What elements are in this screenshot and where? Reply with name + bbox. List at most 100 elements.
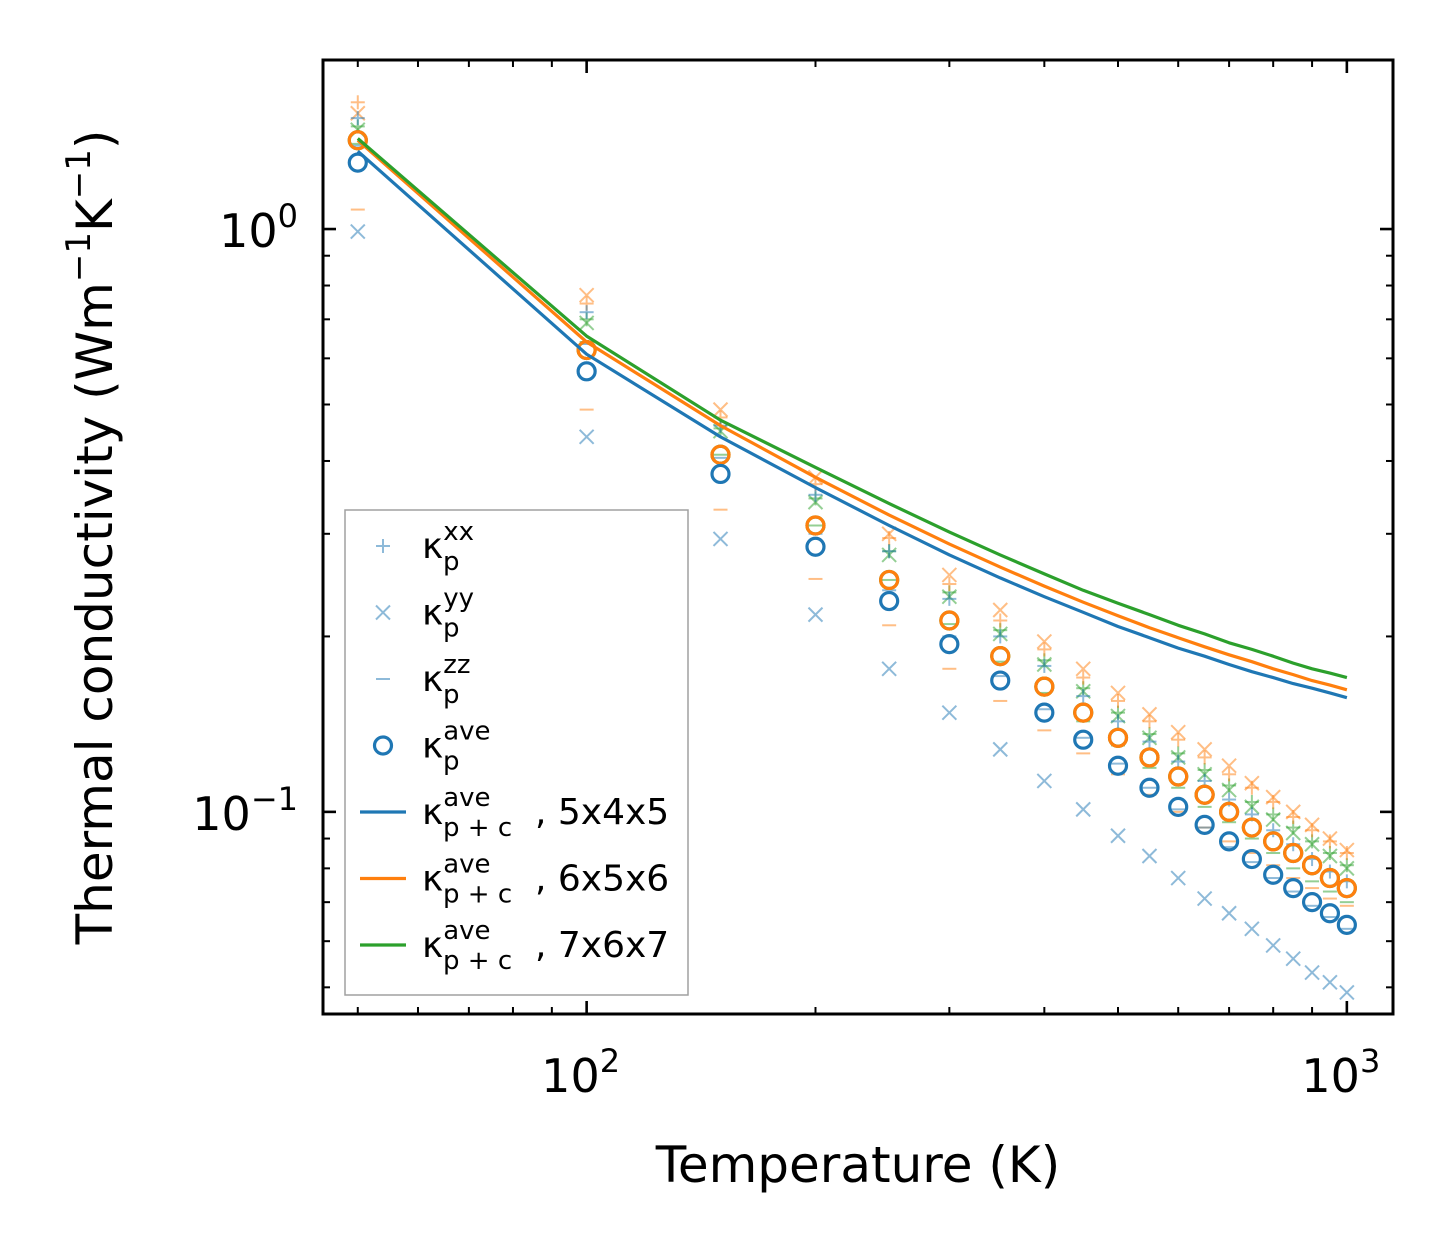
kyy-point-b: [1075, 661, 1091, 677]
kave-point: [805, 536, 826, 557]
legend-superscript: xx: [443, 517, 474, 547]
kyy-point-b: [578, 315, 595, 331]
kyy-point-b: [1339, 860, 1355, 877]
kyy-point-b: [1221, 905, 1237, 921]
kyy-point: [1036, 633, 1053, 650]
kyy-point-b: [1265, 937, 1281, 954]
kxx-point: [1171, 754, 1186, 769]
legend-label: κyy p: [422, 584, 474, 644]
kyy-point-b: [1285, 825, 1301, 841]
legend-subscript: p + c: [443, 880, 512, 910]
kyy-point: [1265, 789, 1281, 805]
y-axis-label: Thermal conductivity (Wm−1K−1): [59, 130, 124, 946]
kave-point: [1336, 914, 1357, 935]
kyy-point-b: [578, 287, 595, 303]
kpc-line-5x4x5: [356, 150, 1348, 700]
kave-point: [347, 152, 368, 173]
kave-point: [1034, 702, 1055, 723]
kyy-point: [1304, 964, 1320, 981]
kyy-point: [1265, 937, 1281, 954]
legend-symbol: κ: [422, 792, 443, 833]
legend-subscript: p: [443, 547, 460, 577]
kave-point: [1263, 831, 1284, 852]
kyy-point-b: [1244, 775, 1260, 791]
kyy-point: [1075, 661, 1091, 677]
kyy-point: [1221, 905, 1237, 921]
x-tick-label: 102: [541, 1042, 620, 1103]
kyy-point: [1285, 804, 1301, 820]
kyy-point: [1196, 741, 1213, 758]
plot-frame: [321, 58, 1395, 1016]
kyy-point: [578, 315, 595, 331]
kyy-point-b: [350, 223, 366, 240]
kyy-point: [350, 223, 366, 240]
kyy-point-b: [1141, 848, 1158, 864]
kyy-point: [807, 494, 824, 510]
series-kave-6x5x6: [347, 130, 1357, 899]
series-kave-5x4x5: [347, 152, 1357, 935]
kxx-point: [1339, 846, 1354, 861]
legend-handle-circle: [372, 735, 394, 756]
kyy-point: [1339, 860, 1355, 877]
legend-label: κave p + c , 7x6x7: [422, 916, 669, 976]
y-label-close: ): [66, 130, 124, 150]
kyy-point-b: [807, 494, 824, 510]
kave-point: [1301, 855, 1323, 876]
kxx-point: [1171, 732, 1186, 747]
kave-point: [1168, 796, 1189, 817]
kave-point: [990, 646, 1011, 667]
kave-point: [939, 610, 960, 631]
kyy-point: [1339, 842, 1355, 858]
legend-subscript: p: [443, 614, 460, 644]
y-tick-label: 10−1: [192, 780, 298, 841]
kyy-point: [1110, 685, 1126, 701]
kave-point: [1283, 877, 1304, 899]
kxx-point: [1197, 750, 1212, 765]
kxx-point: [808, 487, 823, 502]
kxx-point: [1322, 834, 1337, 849]
kave-point: [347, 130, 368, 151]
kave-point: [710, 463, 731, 485]
kyy-point: [578, 429, 595, 445]
kave-point: [879, 569, 900, 591]
kyy-point-b: [881, 661, 897, 677]
kave-point: [1168, 766, 1189, 787]
kyy-point-b: [992, 602, 1008, 618]
kyy-point-b: [1221, 782, 1237, 798]
kyy-point: [881, 661, 897, 677]
kxx-point: [882, 544, 897, 559]
legend-label: κave p + c , 6x5x6: [422, 850, 669, 910]
kyy-point-b: [1110, 685, 1126, 701]
kxx-point: [579, 305, 594, 320]
kyy-point: [1110, 828, 1126, 844]
legend-superscript: ave: [443, 850, 490, 880]
kyy-point-b: [992, 741, 1008, 758]
kxx-point: [993, 613, 1008, 628]
kave-point: [1301, 892, 1323, 913]
kave-point: [1073, 729, 1094, 750]
kyy-point-b: [1304, 964, 1320, 981]
kyy-point: [1036, 773, 1053, 789]
kyy-point-b: [1285, 950, 1301, 967]
kyy-point-b: [1322, 974, 1338, 991]
kyy-point: [1265, 811, 1281, 828]
legend-superscript: yy: [443, 584, 474, 614]
kyy-point-b: [1196, 741, 1213, 758]
x-tick-label-base: 10: [541, 1049, 600, 1103]
kyy-point-b: [1322, 830, 1338, 847]
kyy-point: [807, 606, 824, 623]
kxx-point: [942, 591, 957, 606]
kyy-point-b: [1304, 817, 1320, 833]
legend-label: κxx p: [422, 517, 474, 577]
legend-label: κave p + c , 5x4x5: [422, 783, 669, 843]
legend-suffix: , 6x5x6: [535, 859, 669, 900]
kxx-point: [1266, 823, 1281, 838]
kyy-point-b: [1285, 804, 1301, 820]
kyy-point: [1196, 890, 1213, 907]
kyy-point: [1244, 799, 1260, 815]
kxx-point: [1142, 734, 1157, 749]
kyy-point: [1170, 870, 1186, 886]
kyy-point-b: [1221, 758, 1237, 774]
kxx-point: [993, 629, 1008, 644]
